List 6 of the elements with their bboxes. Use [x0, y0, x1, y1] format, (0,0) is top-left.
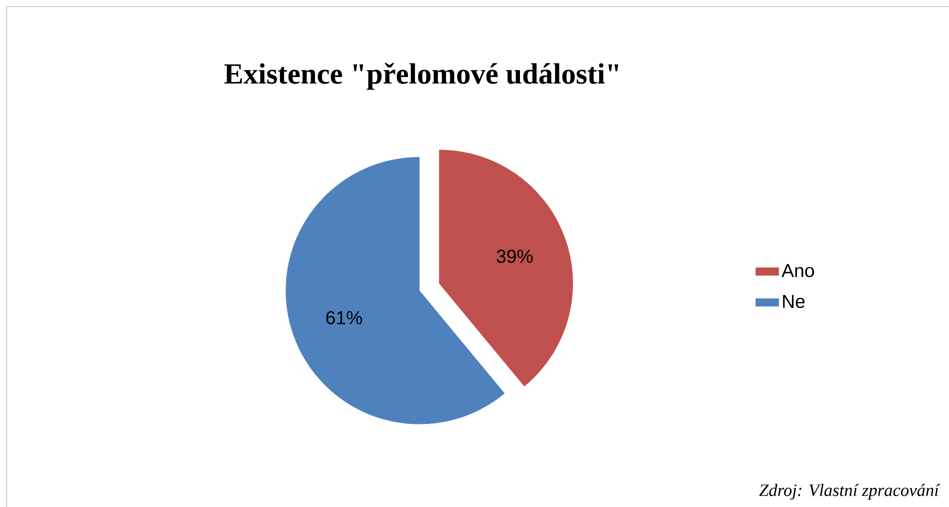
chart-title: Existence "přelomové události": [224, 62, 618, 90]
legend-label: Ne: [783, 295, 805, 308]
text: Zdroj: Vlastní zpracování: [759, 484, 940, 500]
legend-label: Ano: [782, 264, 814, 278]
data-label: 61%: [326, 311, 362, 324]
data-label: 39%: [496, 250, 533, 263]
